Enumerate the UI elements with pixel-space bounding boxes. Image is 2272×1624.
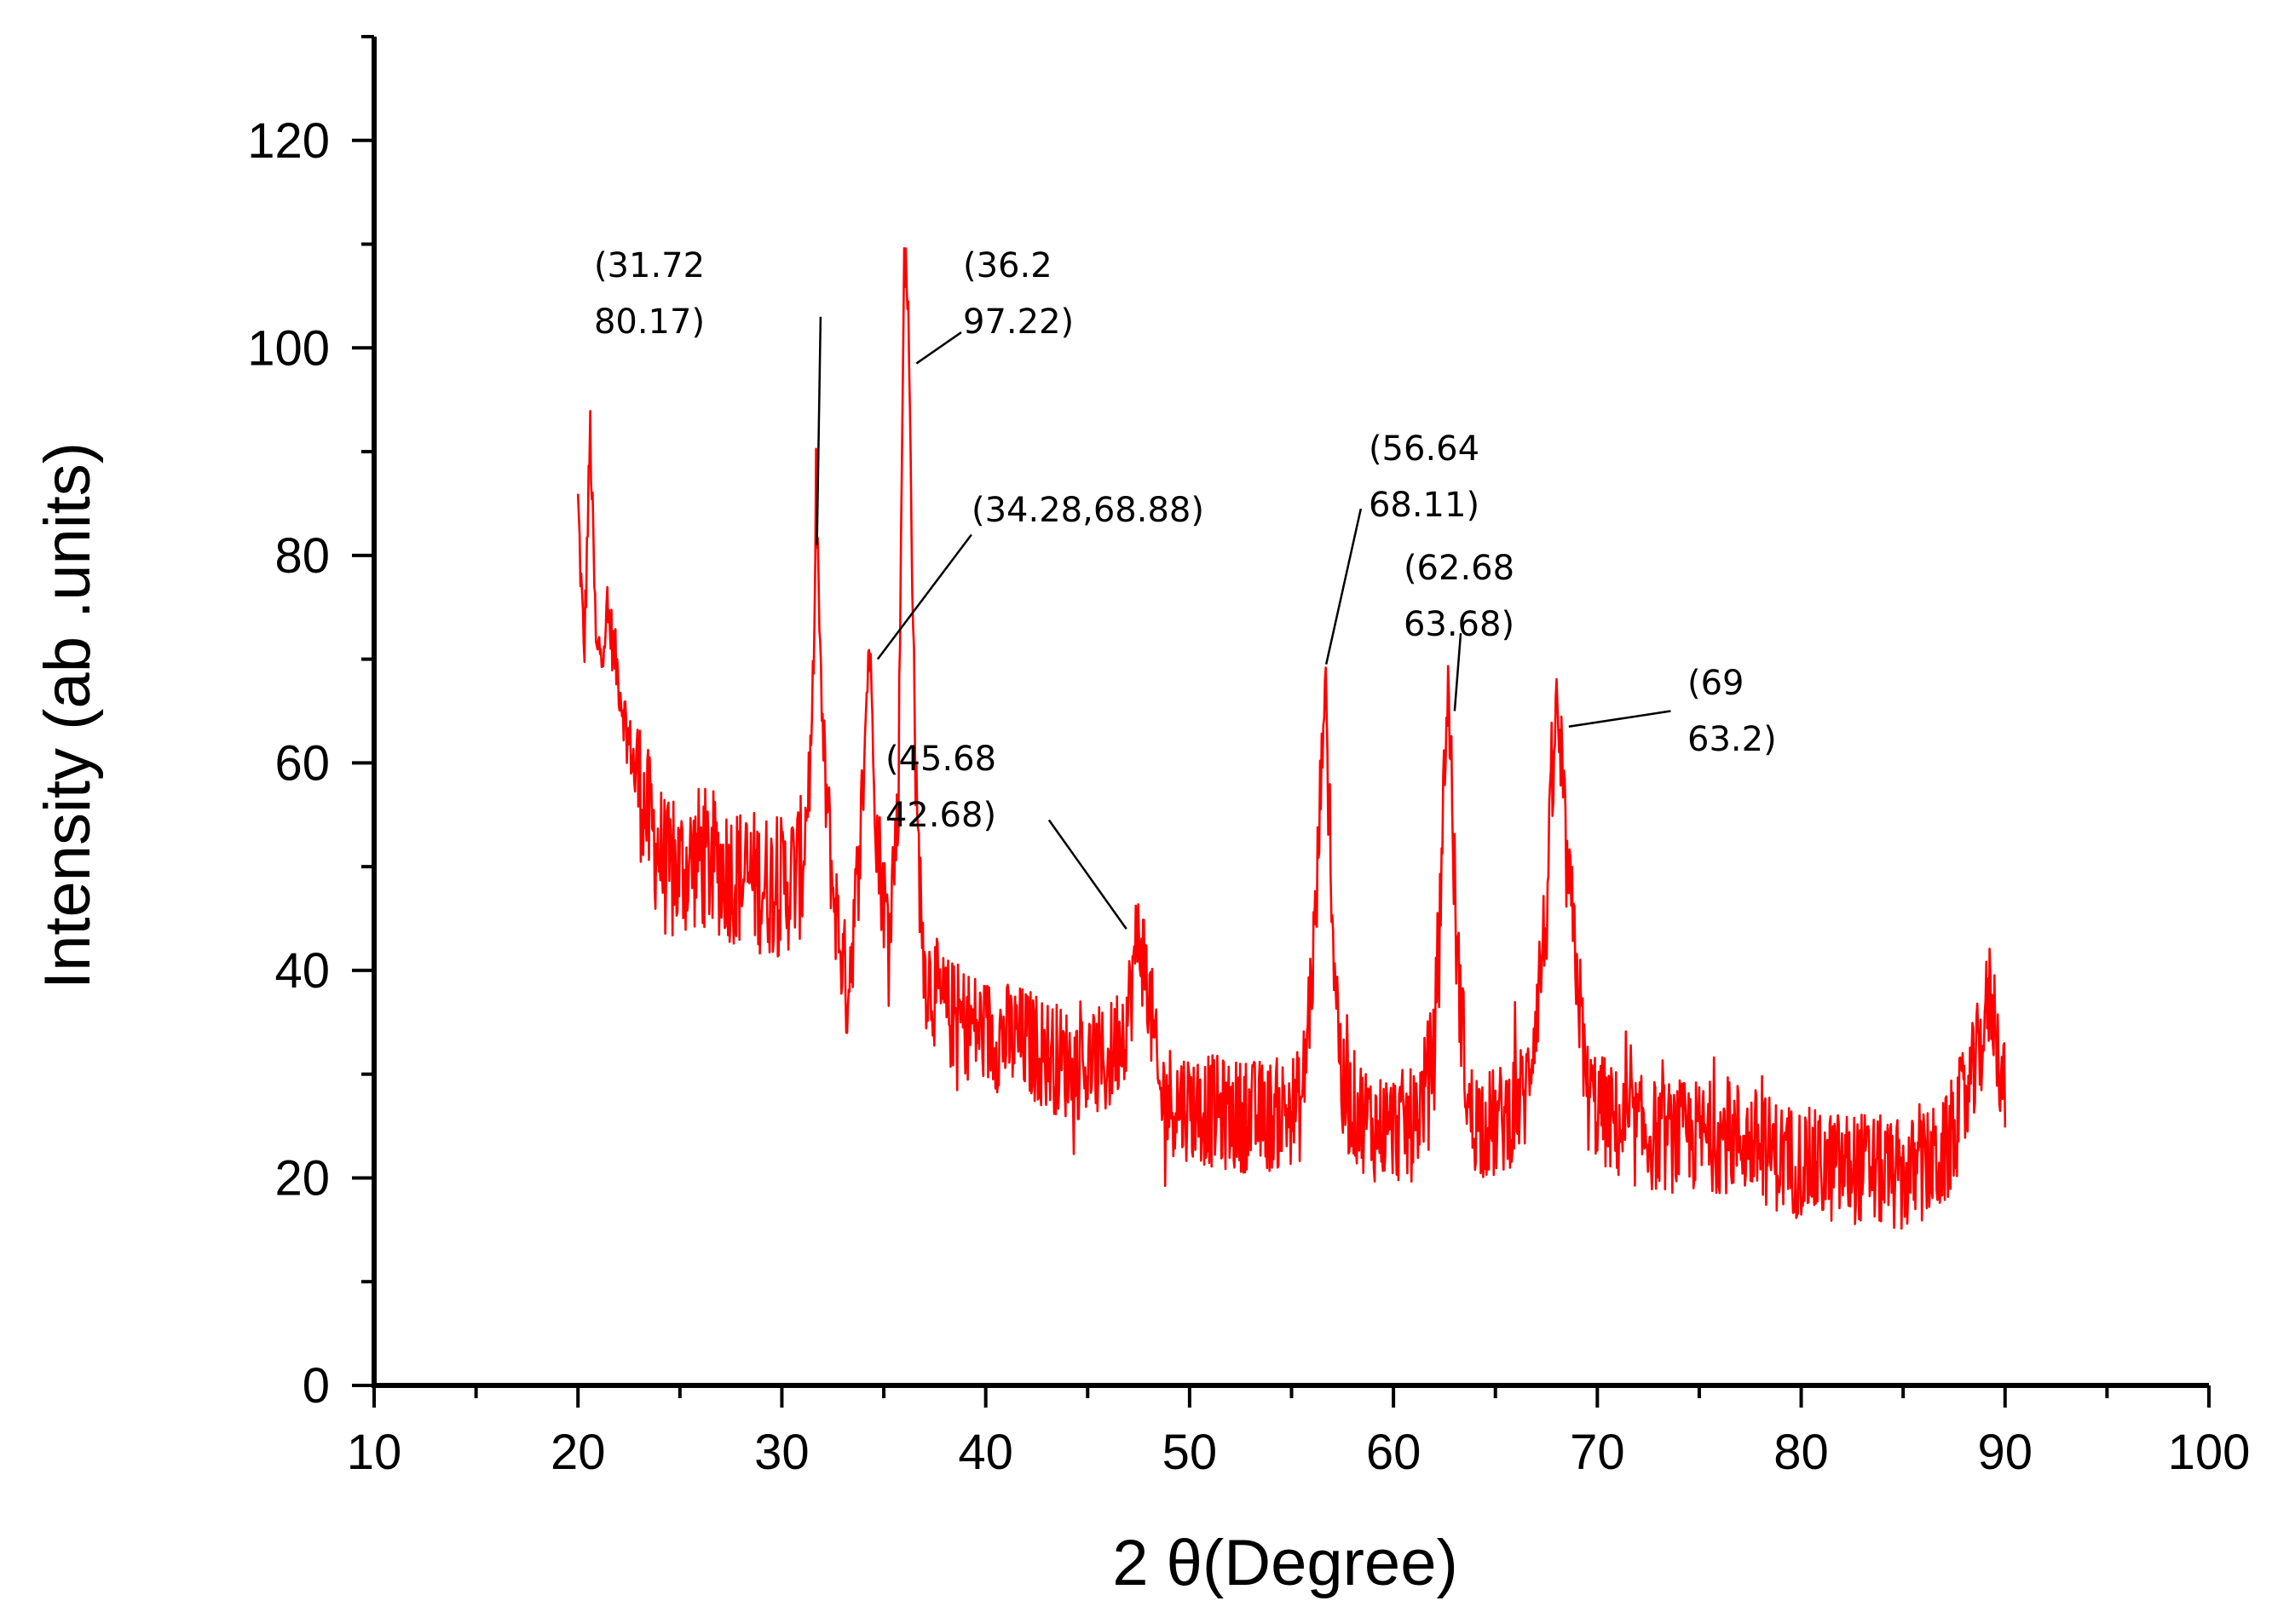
series-layer <box>576 246 2007 1230</box>
series-line <box>576 246 2007 1230</box>
x-tick-label: 90 <box>1978 1425 2033 1480</box>
y-tick-label: 0 <box>303 1358 330 1414</box>
x-tick-label: 10 <box>347 1425 402 1480</box>
x-tick-label: 20 <box>551 1425 606 1480</box>
annotation-leader-line <box>816 316 822 545</box>
y-tick-label: 120 <box>247 113 330 169</box>
y-tick-labels: 0 20 40 60 80 100 120 <box>247 113 330 1414</box>
annotation-label: (36.2 <box>963 246 1052 285</box>
annotation-label: 63.2) <box>1687 720 1777 759</box>
peak-annotation: (69 63.2) <box>1568 664 1777 759</box>
annotation-leader-line <box>915 331 962 365</box>
y-axis-title: Intensity (ab .units) <box>32 442 104 989</box>
x-tick-label: 100 <box>2168 1425 2251 1480</box>
annotation-label: (31.72 <box>594 246 705 285</box>
annotation-leader-line <box>1453 633 1462 711</box>
annotation-label: (69 <box>1687 664 1744 703</box>
x-tick-label: 70 <box>1570 1425 1625 1480</box>
annotation-leader-line <box>1047 819 1127 930</box>
x-tick-label: 30 <box>754 1425 810 1480</box>
annotation-label: (62.68 <box>1404 549 1514 588</box>
annotation-label: 63.68) <box>1404 605 1514 644</box>
y-tick-label: 60 <box>274 735 330 791</box>
annotation-label: (56.64 <box>1369 429 1479 469</box>
peak-annotation: (36.2 97.22) <box>915 246 1074 365</box>
y-tick-label: 20 <box>274 1150 330 1206</box>
axes <box>372 37 2209 1388</box>
annotation-leader-line <box>1568 710 1671 728</box>
x-tick-label: 40 <box>958 1425 1013 1480</box>
peak-annotations: (31.72 80.17) (36.2 97.22) (34.28,68.88) (4… <box>594 246 1777 930</box>
annotation-label: (34.28,68.88) <box>972 491 1204 530</box>
y-tick-label: 80 <box>274 528 330 584</box>
x-tick-labels: 10 20 30 40 50 60 70 80 90 100 <box>347 1425 2251 1480</box>
annotation-leader-line <box>876 533 972 660</box>
annotation-label: (45.68 <box>885 740 996 779</box>
peak-annotation: (31.72 80.17) <box>594 246 822 545</box>
annotation-label: 42.68) <box>885 796 996 835</box>
peak-annotation: (45.68 42.68) <box>885 740 1127 930</box>
x-tick-label: 50 <box>1162 1425 1218 1480</box>
annotation-label: 80.17) <box>594 302 705 342</box>
annotation-leader-line <box>1324 508 1363 665</box>
peak-annotation: (56.64 68.11) <box>1324 429 1479 665</box>
x-tick-label: 80 <box>1773 1425 1829 1480</box>
x-tick-label: 60 <box>1366 1425 1421 1480</box>
y-tick-label: 40 <box>274 943 330 999</box>
y-tick-label: 100 <box>247 320 330 376</box>
annotation-label: 68.11) <box>1369 486 1479 525</box>
x-axis-title: 2 θ(Degree) <box>1112 1527 1458 1599</box>
annotation-label: 97.22) <box>963 302 1074 342</box>
peak-annotation: (34.28,68.88) <box>876 491 1204 660</box>
peak-annotation: (62.68 63.68) <box>1404 549 1514 711</box>
